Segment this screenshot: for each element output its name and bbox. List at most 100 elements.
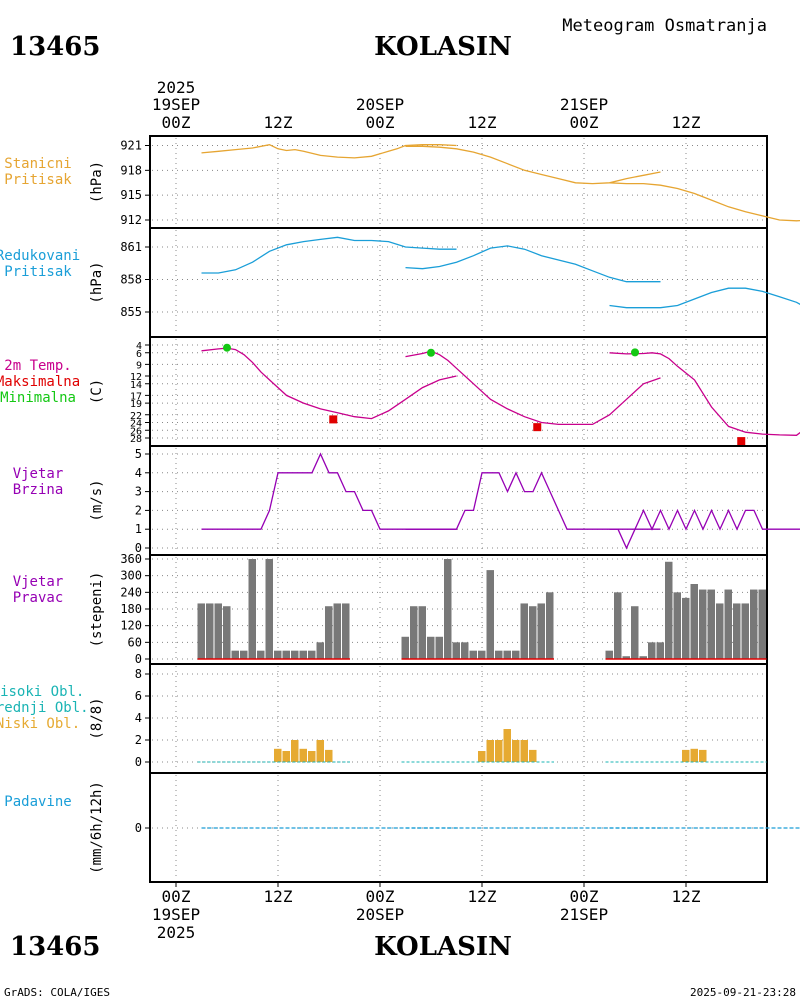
y-axis-label: (C) bbox=[89, 379, 105, 404]
bar bbox=[699, 589, 707, 659]
series-line bbox=[609, 182, 800, 222]
bar bbox=[197, 603, 205, 659]
y-tick-label: 2 bbox=[135, 733, 142, 747]
top-axis-date: 19SEP bbox=[152, 95, 200, 114]
bottom-axis-date: 21SEP bbox=[560, 905, 608, 924]
y-tick-label: 9 bbox=[136, 360, 142, 371]
bar bbox=[410, 606, 418, 659]
bar bbox=[325, 749, 333, 762]
y-axis-label: (hPa) bbox=[89, 161, 105, 203]
y-tick-label: 915 bbox=[120, 188, 142, 202]
y-tick-label: 5 bbox=[135, 447, 142, 461]
max-temp-marker bbox=[329, 415, 338, 424]
y-axis-label: (m/s) bbox=[89, 479, 105, 521]
y-tick-label: 0 bbox=[135, 652, 142, 666]
top-axis-hour: 12Z bbox=[672, 113, 701, 132]
bar bbox=[325, 606, 333, 659]
bar bbox=[248, 559, 256, 659]
bottom-axis-date: 20SEP bbox=[356, 905, 404, 924]
bar bbox=[537, 603, 545, 659]
y-tick-label: 14 bbox=[130, 380, 142, 391]
bar bbox=[291, 740, 299, 762]
bar bbox=[665, 561, 673, 659]
panel-title-line: Stanicni bbox=[4, 156, 71, 172]
bar bbox=[486, 570, 494, 659]
bar bbox=[240, 650, 248, 659]
y-tick-label: 6 bbox=[135, 689, 142, 703]
bar bbox=[750, 589, 758, 659]
panel-title-line: Srednji Obl. bbox=[0, 700, 89, 716]
bar bbox=[265, 559, 273, 659]
bottom-axis-hour: 12Z bbox=[672, 887, 701, 906]
bar bbox=[427, 636, 435, 659]
series-line bbox=[609, 508, 800, 550]
top-axis-hour: 00Z bbox=[366, 113, 395, 132]
y-tick-label: 0 bbox=[135, 541, 142, 555]
bar bbox=[308, 650, 316, 659]
y-tick-label: 24 bbox=[130, 419, 142, 430]
top-axis-hour: 00Z bbox=[570, 113, 599, 132]
y-tick-label: 360 bbox=[120, 552, 142, 566]
y-tick-label: 3 bbox=[135, 485, 142, 499]
top-axis-date: 21SEP bbox=[560, 95, 608, 114]
y-tick-label: 912 bbox=[120, 213, 142, 227]
y-tick-label: 858 bbox=[120, 273, 142, 287]
panel-title-line: Redukovani bbox=[0, 248, 80, 264]
y-tick-label: 6 bbox=[136, 349, 142, 360]
bar bbox=[308, 751, 316, 762]
bar bbox=[316, 642, 324, 659]
bar bbox=[690, 584, 698, 659]
panel-title-line: Minimalna bbox=[0, 390, 76, 406]
y-tick-label: 1 bbox=[135, 522, 142, 536]
bar bbox=[452, 642, 460, 659]
y-tick-label: 26 bbox=[130, 426, 142, 437]
y-tick-label: 180 bbox=[120, 602, 142, 616]
series-line bbox=[609, 287, 800, 309]
series-line bbox=[405, 245, 661, 283]
max-temp-marker bbox=[737, 437, 746, 446]
y-tick-label: 8 bbox=[135, 667, 142, 681]
bottom-axis-hour: 12Z bbox=[264, 887, 293, 906]
bar bbox=[223, 606, 231, 659]
bar bbox=[316, 740, 324, 762]
bar bbox=[614, 592, 622, 659]
footer-timestamp: 2025-09-21-23:28 bbox=[690, 986, 796, 999]
panel-title-line: Pritisak bbox=[4, 172, 72, 188]
bar bbox=[418, 606, 426, 659]
bar bbox=[707, 589, 715, 659]
bar bbox=[299, 748, 307, 762]
bar bbox=[257, 650, 265, 659]
y-tick-label: 0 bbox=[135, 821, 142, 835]
y-tick-label: 0 bbox=[135, 755, 142, 769]
station-name: KOLASIN bbox=[374, 32, 512, 62]
panel-title-line: Padavine bbox=[4, 794, 71, 810]
y-tick-label: 240 bbox=[120, 585, 142, 599]
min-temp-marker bbox=[427, 348, 435, 357]
bar bbox=[758, 589, 766, 659]
y-tick-label: 4 bbox=[135, 466, 142, 480]
top-axis-hour: 00Z bbox=[162, 113, 191, 132]
panel-title-line: Pritisak bbox=[4, 264, 72, 280]
y-axis-label: (mm/6h/12h) bbox=[89, 781, 105, 874]
panel-title-line: Niski Obl. bbox=[0, 716, 80, 732]
y-tick-label: 855 bbox=[120, 305, 142, 319]
bar bbox=[605, 650, 613, 659]
bar bbox=[682, 597, 690, 659]
bar bbox=[741, 603, 749, 659]
panel-clouds: 0 2 4 6 8 (8/8) Visoki Obl.Srednji Obl.Niski O… bbox=[0, 663, 768, 774]
y-tick-label: 4 bbox=[135, 711, 142, 725]
footer-station-name: KOLASIN bbox=[374, 932, 512, 962]
bar bbox=[656, 642, 664, 659]
panel-frame bbox=[149, 445, 768, 556]
y-tick-label: 300 bbox=[120, 569, 142, 583]
y-tick-label: 19 bbox=[130, 399, 142, 410]
top-axis-hour: 12Z bbox=[468, 113, 497, 132]
bar bbox=[478, 650, 486, 659]
bar bbox=[673, 592, 681, 659]
bar bbox=[512, 740, 520, 762]
bar bbox=[282, 751, 290, 762]
series-line bbox=[201, 236, 457, 274]
